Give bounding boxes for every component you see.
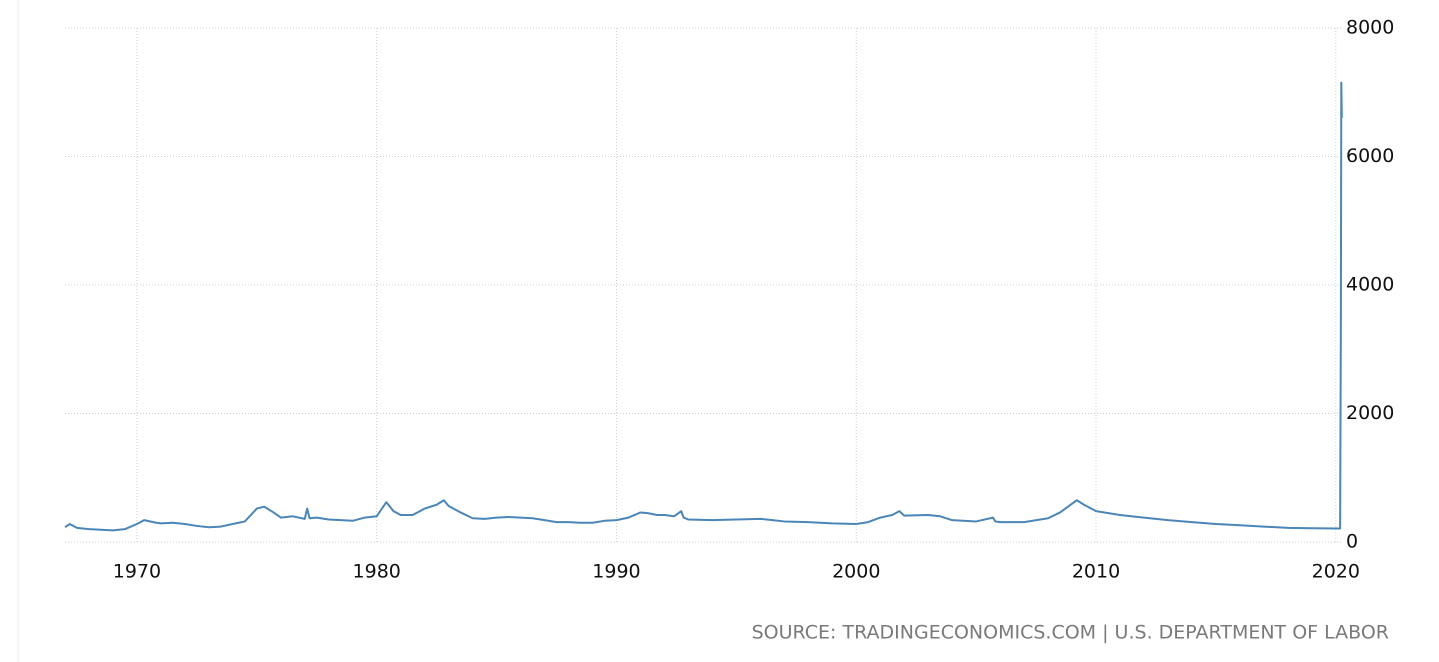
x-tick-label: 2000	[832, 561, 880, 583]
y-tick-label: 2000	[1346, 402, 1394, 424]
y-tick-label: 0	[1346, 531, 1358, 553]
x-tick-label: 1980	[353, 561, 401, 583]
y-tick-label: 8000	[1346, 17, 1394, 39]
x-tick-label: 1970	[113, 561, 161, 583]
y-tick-label: 4000	[1346, 274, 1394, 296]
source-note: SOURCE: TRADINGECONOMICS.COM | U.S. DEPA…	[752, 622, 1389, 644]
x-tick-label: 2020	[1312, 561, 1360, 583]
x-tick-label: 2010	[1072, 561, 1120, 583]
data-line	[64, 81, 1343, 532]
x-tick-label: 1990	[592, 561, 640, 583]
y-tick-label: 6000	[1346, 145, 1394, 167]
